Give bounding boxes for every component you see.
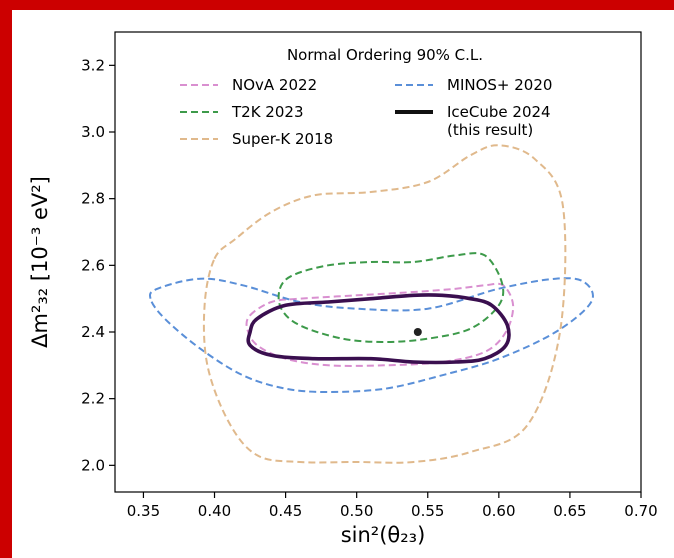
contour-layer bbox=[148, 144, 594, 464]
legend-title: Normal Ordering 90% C.L. bbox=[287, 46, 483, 64]
legend: NOvA 2022 MINOS+ 2020 T2K 2023 IceCube 2024… bbox=[180, 76, 552, 148]
y-tick-label: 2.6 bbox=[81, 256, 105, 274]
y-tick-label: 3.0 bbox=[81, 123, 105, 141]
plot-frame bbox=[114, 31, 642, 493]
y-axis-title: Δm²₃₂ [10⁻³ eV²] bbox=[28, 176, 52, 348]
contour-t2k-2023 bbox=[277, 252, 505, 343]
legend-label: NOvA 2022 bbox=[232, 76, 317, 94]
y-tick-label: 2.4 bbox=[81, 323, 105, 341]
legend-label: Super-K 2018 bbox=[232, 130, 333, 148]
y-tick-label: 2.0 bbox=[81, 456, 105, 474]
contour-minos-2020 bbox=[148, 277, 594, 393]
x-tick-label: 0.45 bbox=[269, 502, 302, 520]
y-tick-label: 2.8 bbox=[81, 190, 105, 208]
best-fit-point bbox=[413, 328, 422, 336]
legend-label: IceCube 2024 bbox=[447, 103, 551, 121]
contour-super-k-2018 bbox=[202, 144, 567, 464]
y-tick-label: 2.2 bbox=[81, 390, 105, 408]
x-tick-label: 0.40 bbox=[198, 502, 231, 520]
legend-label: MINOS+ 2020 bbox=[447, 76, 552, 94]
plot-area bbox=[115, 32, 641, 492]
x-tick-label: 0.55 bbox=[411, 502, 444, 520]
x-tick-label: 0.60 bbox=[482, 502, 515, 520]
y-tick-label: 3.2 bbox=[81, 56, 105, 74]
tick-layer: 0.35 0.40 0.45 0.50 0.55 0.60 0.65 0.70 2.0 2.2 2.… bbox=[81, 56, 658, 520]
x-tick-label: 0.70 bbox=[624, 502, 657, 520]
x-tick-label: 0.50 bbox=[340, 502, 373, 520]
legend-label-line2: (this result) bbox=[447, 121, 533, 139]
x-tick-label: 0.35 bbox=[127, 502, 160, 520]
red-frame-top bbox=[0, 0, 674, 10]
red-frame-left bbox=[0, 0, 12, 558]
contour-icecube-2024-this-result bbox=[246, 293, 511, 365]
legend-label: T2K 2023 bbox=[231, 103, 303, 121]
x-axis-title: sin²(θ₂₃) bbox=[341, 523, 426, 547]
x-tick-label: 0.65 bbox=[553, 502, 586, 520]
